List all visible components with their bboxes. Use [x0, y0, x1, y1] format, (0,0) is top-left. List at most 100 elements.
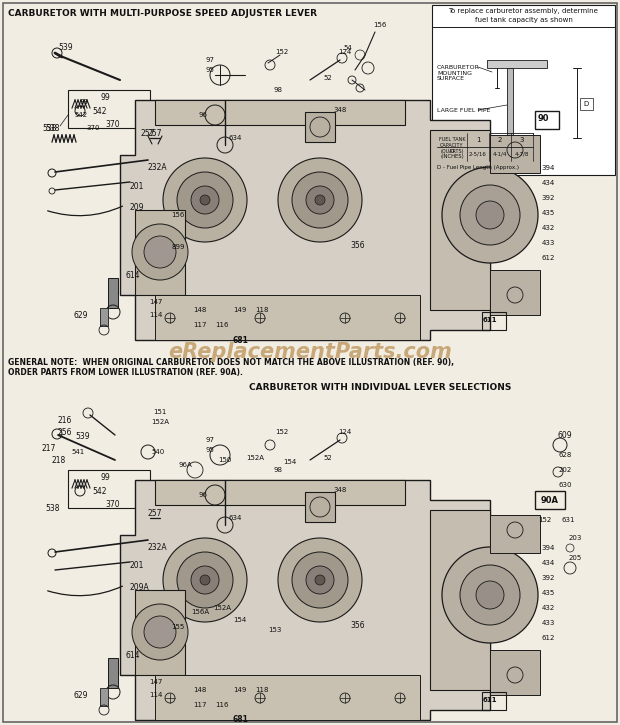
Bar: [490, 515, 540, 553]
Text: 154: 154: [233, 617, 247, 623]
Bar: [482, 692, 506, 710]
Text: 95: 95: [206, 447, 215, 453]
Text: 435: 435: [541, 590, 555, 596]
Text: 152: 152: [275, 49, 289, 55]
Bar: [155, 100, 405, 125]
Bar: [68, 90, 150, 128]
Text: 392: 392: [541, 195, 555, 201]
Text: 201: 201: [130, 181, 144, 191]
Text: 631: 631: [561, 517, 575, 523]
Circle shape: [132, 604, 188, 660]
Circle shape: [315, 575, 325, 585]
Text: 434: 434: [541, 560, 555, 566]
Text: fuel tank capacity as shown: fuel tank capacity as shown: [474, 17, 572, 23]
Text: 97: 97: [205, 437, 215, 443]
Text: D: D: [583, 101, 588, 107]
Text: 541: 541: [71, 449, 84, 455]
Text: 434: 434: [541, 180, 555, 186]
Text: 217: 217: [42, 444, 56, 452]
Text: 257: 257: [148, 128, 162, 138]
Text: 52: 52: [324, 75, 332, 81]
Text: 1: 1: [476, 137, 480, 143]
Circle shape: [460, 565, 520, 625]
Text: 97: 97: [205, 57, 215, 63]
Bar: [135, 210, 185, 295]
Text: 96: 96: [198, 492, 208, 498]
Text: 148: 148: [193, 687, 206, 693]
Bar: [430, 130, 490, 310]
Text: 152A: 152A: [151, 419, 169, 425]
Text: 433: 433: [541, 620, 555, 626]
Text: GENERAL NOTE:  WHEN ORIGINAL CARBURETOR DOES NOT MATCH THE ABOVE ILLUSTRATION (R: GENERAL NOTE: WHEN ORIGINAL CARBURETOR D…: [8, 358, 454, 367]
Text: 156A: 156A: [191, 609, 209, 615]
Bar: [135, 590, 185, 675]
Text: 629: 629: [74, 690, 88, 700]
Text: 370: 370: [87, 125, 100, 131]
Text: 614: 614: [125, 270, 140, 280]
Bar: [535, 111, 559, 129]
Text: 99: 99: [100, 93, 110, 102]
Text: 202: 202: [559, 467, 572, 473]
Text: 432: 432: [541, 225, 555, 231]
Text: 205: 205: [569, 555, 582, 561]
Text: FUEL TANK
CAPACITY
(QUARTS): FUEL TANK CAPACITY (QUARTS): [439, 137, 466, 154]
Bar: [580, 98, 593, 110]
Text: 681: 681: [232, 716, 248, 724]
Circle shape: [177, 172, 233, 228]
Text: 95: 95: [206, 67, 215, 73]
Text: 542: 542: [93, 107, 107, 115]
Circle shape: [306, 186, 334, 214]
Text: 209A: 209A: [130, 582, 150, 592]
Bar: [108, 278, 118, 308]
Text: eReplacementParts.com: eReplacementParts.com: [168, 342, 452, 362]
Polygon shape: [120, 100, 490, 340]
Text: 232A: 232A: [148, 162, 167, 172]
Text: 154: 154: [283, 459, 296, 465]
Text: CARBURETOR
MOUNTING
SURFACE: CARBURETOR MOUNTING SURFACE: [437, 65, 480, 81]
Bar: [432, 5, 615, 175]
Bar: [155, 675, 420, 720]
Text: 147: 147: [149, 299, 163, 305]
Text: 681: 681: [232, 336, 248, 344]
Text: 634: 634: [228, 515, 242, 521]
Bar: [497, 138, 523, 143]
Text: 538: 538: [45, 123, 60, 133]
Text: 609: 609: [557, 431, 572, 439]
Bar: [437, 133, 533, 161]
Text: 539: 539: [58, 43, 73, 51]
Text: 538: 538: [45, 503, 60, 513]
Circle shape: [292, 552, 348, 608]
Text: 4-1/4: 4-1/4: [493, 152, 507, 157]
Text: 90: 90: [538, 114, 549, 123]
Bar: [490, 650, 540, 695]
Text: 539: 539: [75, 431, 90, 441]
Text: 156: 156: [373, 22, 387, 28]
Circle shape: [292, 172, 348, 228]
Text: 99: 99: [100, 473, 110, 481]
Text: 348: 348: [334, 107, 347, 113]
Text: 899: 899: [171, 244, 185, 250]
Text: 118: 118: [255, 307, 268, 313]
Text: 153: 153: [268, 627, 281, 633]
Text: 2: 2: [498, 137, 502, 143]
Text: 201: 201: [130, 561, 144, 571]
Text: D - Fuel Pipe Length (Approx.): D - Fuel Pipe Length (Approx.): [437, 165, 519, 170]
Text: 118: 118: [255, 687, 268, 693]
Text: 147: 147: [149, 679, 163, 685]
Circle shape: [476, 201, 504, 229]
Bar: [155, 480, 405, 505]
Text: 370: 370: [105, 120, 120, 128]
Text: 612: 612: [541, 635, 555, 641]
Circle shape: [163, 158, 247, 242]
Text: 628: 628: [559, 452, 572, 458]
Bar: [305, 492, 335, 522]
Text: 232A: 232A: [148, 542, 167, 552]
Text: 209: 209: [130, 202, 144, 212]
Text: 614: 614: [125, 650, 140, 660]
Text: 114: 114: [149, 312, 163, 318]
Text: 356: 356: [351, 241, 365, 249]
Text: 218: 218: [52, 455, 66, 465]
Text: 394: 394: [541, 545, 555, 551]
Text: CARBURETOR WITH INDIVIDUAL LEVER SELECTIONS: CARBURETOR WITH INDIVIDUAL LEVER SELECTI…: [249, 383, 511, 392]
Text: 117: 117: [193, 702, 206, 708]
